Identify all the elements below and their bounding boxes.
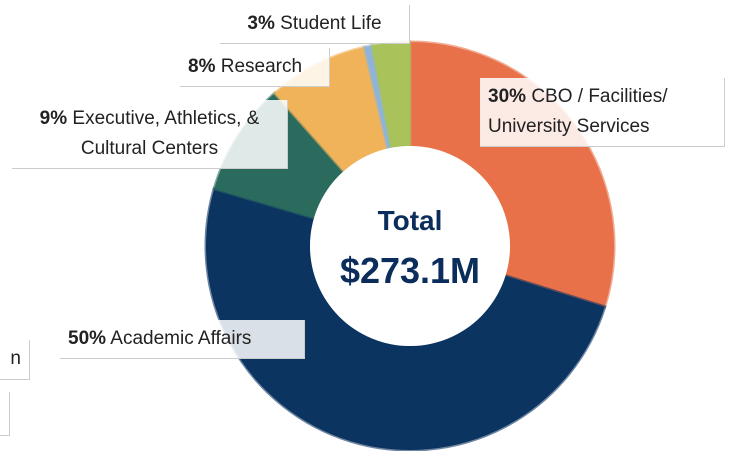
value-label: 30% [488,86,527,107]
slice-label: 8% Research [180,48,330,87]
category-label: CBO / Facilities/ University Services [488,86,668,137]
center-label: Total [377,205,443,236]
slice-label: 50% Academic Affairs [60,320,305,359]
cut-label: n [0,340,30,380]
category-label: Research [220,56,303,77]
center-value: $273.1M [339,250,481,291]
slice-label: 3% Student Life [220,5,410,44]
category-label: Academic Affairs [110,328,252,349]
slice-label: 9% Executive, Athletics, & Cultural Cent… [12,100,288,169]
value-label: 50% [68,328,107,349]
value-label: 8% [188,56,216,77]
hole [310,146,510,346]
value-label: 3% [247,13,275,34]
cut-box [0,392,10,436]
category-label: Student Life [280,13,382,34]
slice-label: 30% CBO / Facilities/ University Service… [480,78,725,147]
category-label: Executive, Athletics, & Cultural Centers [72,108,260,159]
value-label: 9% [39,108,68,129]
